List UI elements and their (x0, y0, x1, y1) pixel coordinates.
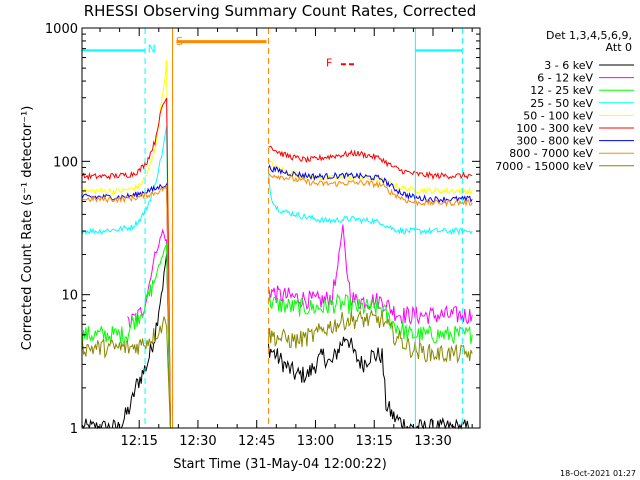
x-tick-label: 12:15 (120, 434, 157, 449)
legend-label-3-6-kev: 3 - 6 keV (544, 59, 593, 72)
series-50-100-kev-segment-1 (82, 60, 171, 429)
legend-label-100-300-kev: 100 - 300 keV (516, 122, 593, 135)
legend-label-800-7000-kev: 800 - 7000 keV (509, 147, 593, 160)
legend-label-50-100-kev: 50 - 100 keV (523, 109, 593, 122)
series-25-50-kev-segment-2 (268, 170, 473, 236)
y-tick-label: 10 (61, 289, 78, 304)
legend-label-6-12-kev: 6 - 12 keV (537, 72, 593, 85)
series-7000-15000-kev-segment-2 (268, 309, 473, 364)
series-25-50-kev-segment-1 (81, 126, 171, 429)
series-300-800-kev-segment-1 (81, 182, 171, 429)
flag-marker-n: N (148, 43, 156, 56)
flag-marker-s: S (176, 35, 183, 48)
legend-label-25-50-kev: 25 - 50 keV (530, 97, 593, 110)
series-300-800-kev-segment-2 (268, 164, 473, 204)
series-7000-15000-kev-segment-1 (81, 316, 171, 429)
series-800-7000-kev-segment-2 (268, 173, 473, 208)
legend-header-attenuator: Att 0 (606, 41, 632, 54)
series-6-12-kev-segment-1 (127, 228, 171, 429)
series-100-300-kev-segment-1 (81, 97, 171, 429)
series-12-25-kev-segment-2 (268, 293, 473, 344)
legend-label-7000-15000-kev: 7000 - 15000 keV (495, 160, 593, 173)
y-tick-label: 1000 (45, 22, 78, 37)
plot-frame (81, 27, 481, 429)
series-3-6-kev-segment-1 (81, 254, 171, 430)
x-tick-label: 13:15 (355, 434, 392, 449)
x-tick-label: 12:45 (238, 434, 275, 449)
flag-marker-f: F (326, 57, 332, 70)
generation-timestamp: 18-Oct-2021 01:27 (560, 469, 636, 478)
y-axis-label: Corrected Count Rate (s⁻¹ detector⁻¹) (20, 106, 35, 351)
y-tick-label: 1 (70, 422, 78, 437)
legend-header-detectors: Det 1,3,4,5,6,9, (546, 29, 632, 42)
legend-label-300-800-kev: 300 - 800 keV (516, 135, 593, 148)
y-tick-label: 100 (53, 155, 78, 170)
series-12-25-kev-segment-1 (81, 243, 171, 429)
legend-label-12-25-kev: 12 - 25 keV (530, 84, 593, 97)
x-tick-label: 12:30 (179, 434, 216, 449)
series-800-7000-kev-segment-1 (82, 184, 171, 429)
x-tick-label: 13:30 (414, 434, 451, 449)
chart-title: RHESSI Observing Summary Count Rates, Co… (84, 2, 477, 20)
x-tick-label: 13:00 (297, 434, 334, 449)
series-100-300-kev-segment-2 (268, 145, 473, 181)
x-axis-label: Start Time (31-May-04 12:00:22) (173, 457, 387, 472)
